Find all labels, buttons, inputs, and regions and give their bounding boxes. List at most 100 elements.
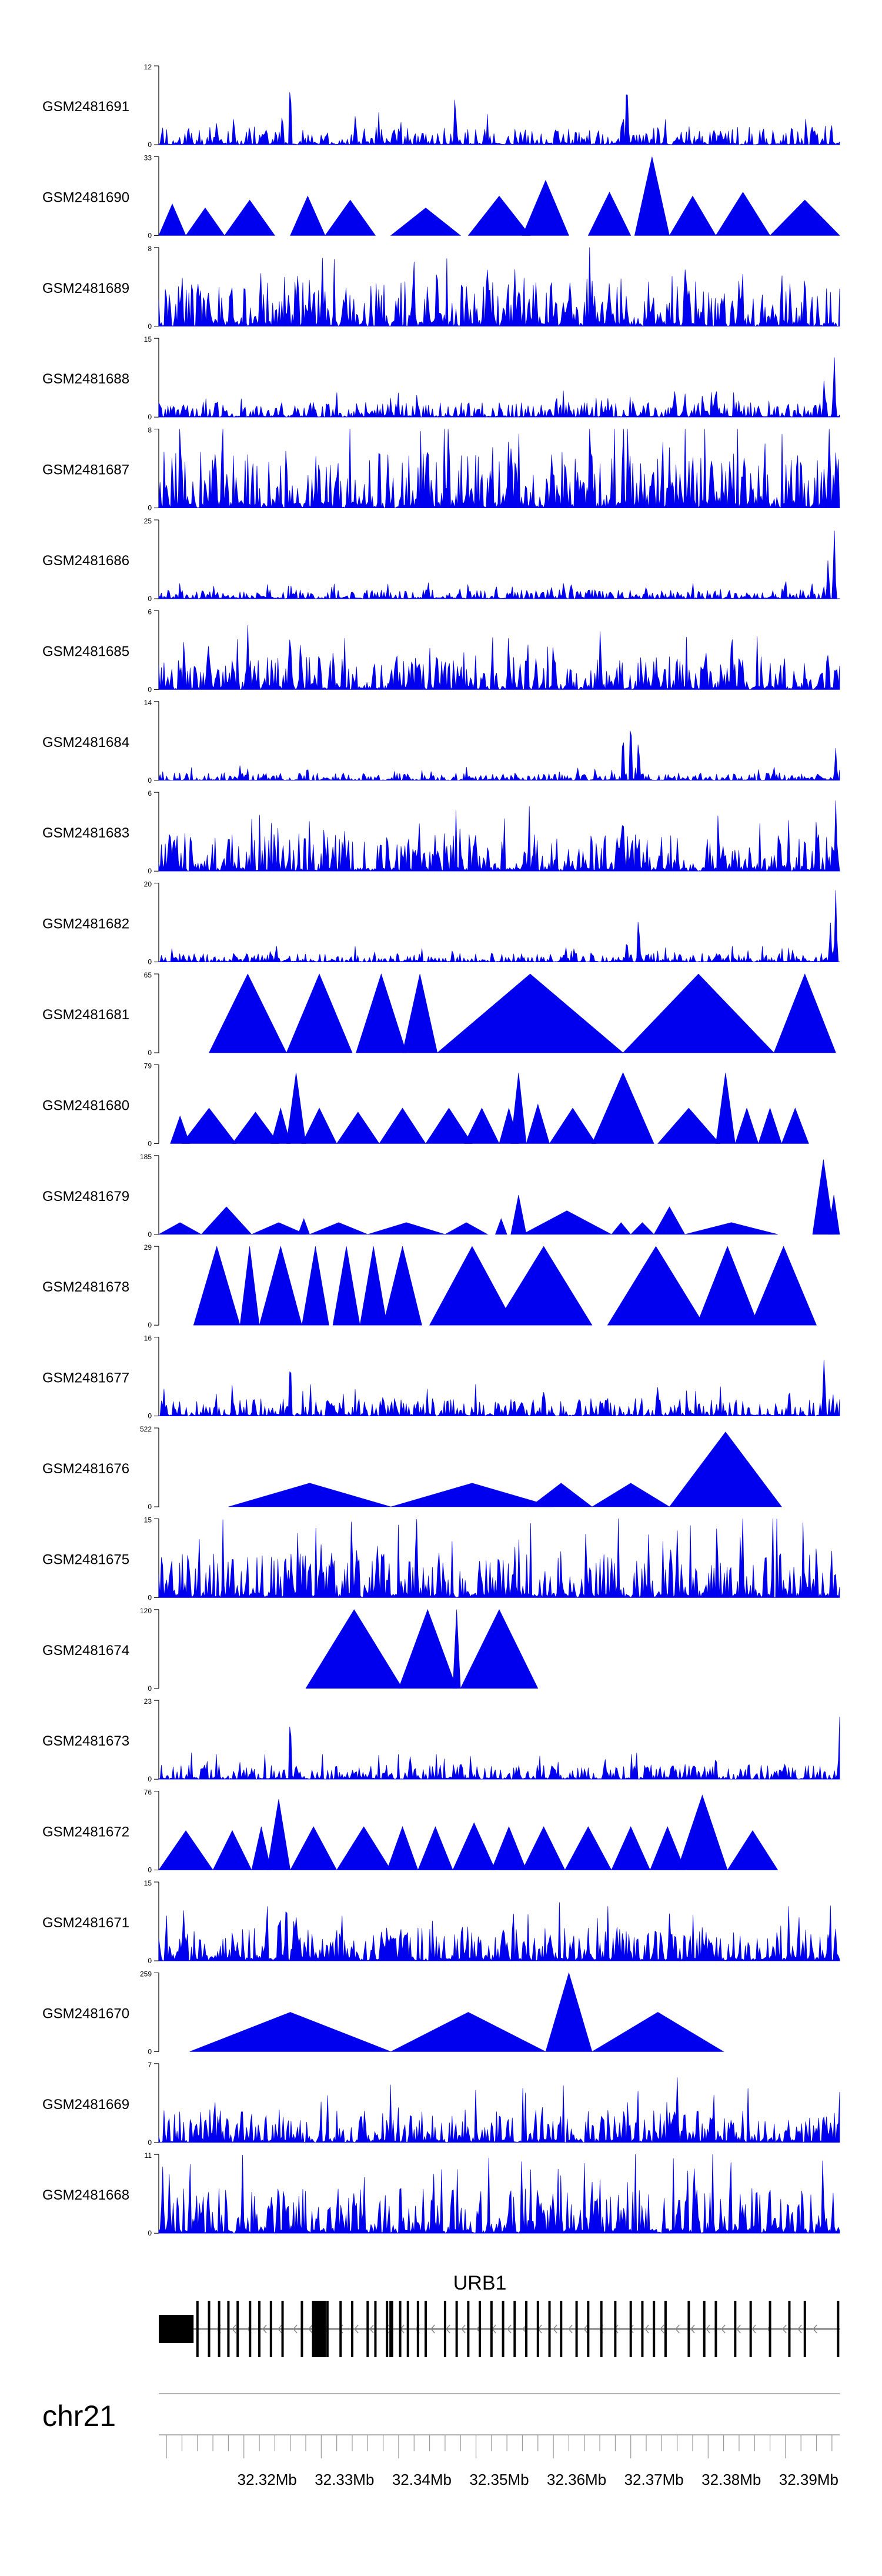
gene-exon: [386, 2301, 389, 2357]
strand-arrow: [751, 2324, 756, 2334]
gene-exon: [326, 2301, 329, 2357]
coverage-peak: [390, 1483, 554, 1507]
coverage-peak: [436, 973, 624, 1053]
gene-exon: [769, 2301, 771, 2357]
coverage-peak: [368, 1222, 445, 1235]
coverage-area: [158, 1519, 840, 1598]
track-ymin-label: 0: [148, 322, 152, 331]
coverage-peak: [224, 199, 275, 236]
axis-tick-label: 32.38Mb: [701, 2471, 761, 2488]
coverage-peak: [545, 1972, 593, 2052]
coverage-peak: [592, 1072, 654, 1144]
gene-exon: [587, 2301, 590, 2357]
gene-exon: [525, 2301, 528, 2357]
track-ymin-label: 0: [148, 2138, 152, 2147]
strand-arrow: [446, 2324, 450, 2334]
coverage-area: [158, 730, 840, 781]
coverage-peak: [522, 179, 569, 236]
track-GSM2481668: GSM2481668 11 0: [42, 2151, 840, 2237]
coverage-tracks: GSM2481691120GSM2481690330GSM248168980GS…: [42, 63, 840, 2237]
coverage-peak: [232, 1112, 279, 1144]
coverage-peak: [251, 1222, 306, 1235]
track-label: GSM2481680: [42, 1097, 129, 1113]
track-ymax-label: 65: [144, 971, 152, 979]
gene-exon: [196, 2301, 199, 2357]
strand-arrow: [461, 2324, 466, 2334]
gene-exon: [714, 2301, 717, 2357]
strand-arrow: [797, 2324, 802, 2334]
coverage-peak: [158, 1830, 213, 1870]
track-GSM2481678: GSM2481678 29 0: [42, 1243, 817, 1329]
gene-exon: [399, 2301, 402, 2357]
strand-arrow: [675, 2324, 680, 2334]
track-label: GSM2481673: [42, 1733, 129, 1749]
coverage-peak: [611, 1826, 651, 1870]
track-GSM2481676: GSM2481676 522 0: [42, 1425, 782, 1511]
track-GSM2481682: GSM2481682 20 0: [42, 880, 840, 966]
strand-arrow: [553, 2324, 557, 2334]
coverage-peak: [158, 203, 186, 236]
coverage-area: [158, 429, 840, 508]
coverage-peak: [209, 973, 287, 1053]
track-GSM2481685: GSM2481685 6 0: [42, 608, 840, 693]
track-ymin-label: 0: [148, 776, 152, 785]
track-GSM2481679: GSM2481679 185 0: [42, 1153, 840, 1239]
coverage-peak: [270, 1107, 291, 1144]
track-ymin-label: 0: [148, 958, 152, 966]
gene-exon: [629, 2301, 632, 2357]
gene-exon: [424, 2301, 427, 2357]
coverage-peak: [301, 1107, 338, 1144]
strand-arrow: [369, 2324, 374, 2334]
gene-exon: [664, 2301, 667, 2357]
gene-exon: [281, 2301, 284, 2357]
coverage-peak: [185, 207, 225, 236]
track-ymax-label: 15: [144, 335, 152, 343]
track-ymax-label: 33: [144, 154, 152, 162]
track-ymax-label: 79: [144, 1062, 152, 1070]
gene-exon: [374, 2301, 377, 2357]
track-GSM2481670: GSM2481670 259 0: [42, 1970, 724, 2056]
coverage-area: [158, 890, 840, 962]
gene-exon: [734, 2301, 737, 2357]
coverage-peak: [452, 1822, 496, 1870]
coverage-peak: [622, 973, 774, 1053]
gene-exon: [536, 2301, 539, 2357]
coverage-peak: [444, 1222, 489, 1235]
coverage-peak: [302, 1246, 329, 1326]
track-ymin-label: 0: [148, 231, 152, 239]
gene-exon: [513, 2301, 516, 2357]
coverage-peak: [611, 1222, 632, 1235]
strand-arrow: [782, 2324, 787, 2334]
gene-exon: [575, 2301, 578, 2357]
coverage-area: [158, 2154, 840, 2234]
coverage-peak: [607, 1246, 705, 1326]
strand-arrow: [813, 2324, 817, 2334]
gene-exon: [208, 2301, 211, 2357]
strand-arrow: [293, 2324, 298, 2334]
coverage-peak: [425, 1107, 473, 1144]
coverage-peak: [587, 192, 632, 236]
coverage-area: [158, 247, 840, 327]
track-ymin-label: 0: [148, 2229, 152, 2237]
strand-arrow: [568, 2324, 573, 2334]
coverage-peak: [812, 1159, 835, 1235]
gene-exon-thick: [312, 2301, 326, 2357]
gene-exon: [443, 2301, 446, 2357]
gene-name: URB1: [453, 2272, 507, 2294]
track-label: GSM2481687: [42, 462, 129, 478]
track-label: GSM2481671: [42, 1915, 129, 1931]
coverage-peak: [634, 156, 670, 236]
coverage-peak: [591, 2012, 724, 2052]
gene-exon: [366, 2301, 369, 2357]
track-label: GSM2481682: [42, 916, 129, 932]
gene-exon: [350, 2301, 353, 2357]
track-ymax-label: 15: [144, 1516, 152, 1524]
track-GSM2481687: GSM2481687 8 0: [42, 426, 840, 512]
track-label: GSM2481686: [42, 553, 129, 569]
coverage-peak: [650, 1826, 686, 1870]
coverage-peak: [684, 1222, 778, 1235]
gene-exon: [803, 2301, 806, 2357]
track-ymax-label: 15: [144, 1879, 152, 1887]
coverage-peak: [758, 1107, 782, 1144]
axis-tick-label: 32.36Mb: [547, 2471, 606, 2488]
